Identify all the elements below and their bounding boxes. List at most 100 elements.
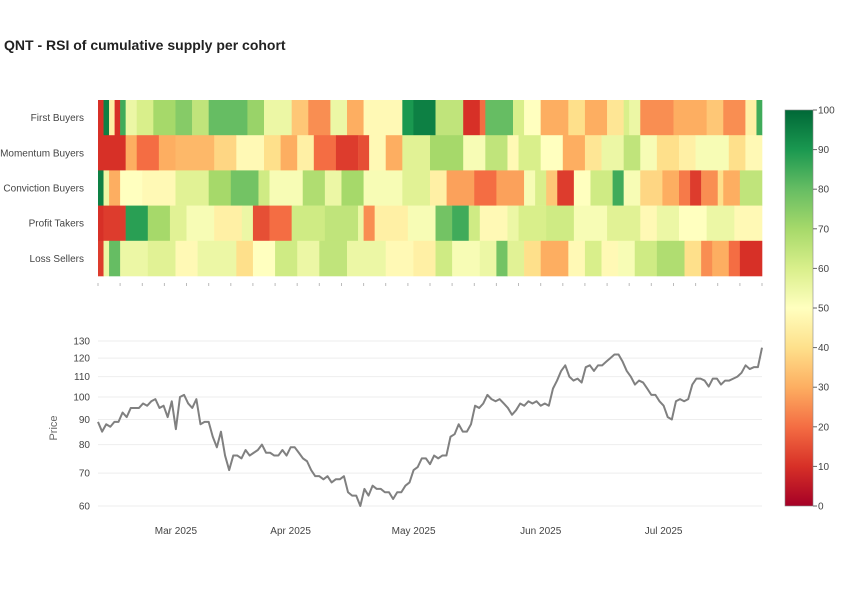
heatmap-cell — [252, 240, 276, 277]
colorbar-tick-label: 80 — [818, 185, 830, 196]
heatmap-cell — [607, 205, 641, 242]
heatmap-cell — [546, 170, 558, 206]
heatmap-cell — [402, 170, 431, 206]
heatmap-cell — [739, 170, 763, 206]
heatmap-cell — [264, 100, 292, 136]
heatmap-cell — [452, 205, 470, 242]
heatmap-cells — [98, 100, 763, 277]
heatmap-cell — [230, 170, 259, 206]
heatmap-cell — [153, 100, 176, 136]
heatmap-cell — [496, 240, 508, 277]
heatmap-cell — [125, 100, 138, 136]
heatmap-cell — [435, 240, 453, 277]
heatmap-cell — [524, 100, 541, 136]
heatmap-cell — [717, 170, 724, 206]
heatmap-cell — [485, 100, 514, 136]
heatmap-cell — [474, 170, 497, 206]
colorbar-tick-label: 50 — [818, 304, 830, 315]
heatmap-cell — [103, 240, 110, 277]
colorbar-tick-label: 70 — [818, 224, 830, 235]
heatmap-cell — [446, 170, 475, 206]
heatmap-cell — [358, 135, 370, 171]
heatmap-cell — [656, 205, 680, 242]
price-y-tick-label: 100 — [73, 393, 90, 404]
price-y-tick-label: 60 — [79, 502, 91, 513]
price-line — [97, 347, 763, 507]
heatmap-cell — [275, 240, 298, 277]
heatmap-cell — [280, 135, 298, 171]
heatmap-cell — [430, 135, 464, 171]
heatmap-cell — [402, 100, 414, 136]
price-y-tick-label: 80 — [79, 440, 91, 451]
heatmap-cell — [269, 205, 292, 242]
heatmap-cell — [673, 100, 707, 136]
heatmap-cell — [728, 240, 741, 277]
heatmap-cell — [147, 240, 176, 277]
price-x-tick-label: Mar 2025 — [155, 526, 198, 537]
heatmap-cell — [728, 135, 746, 171]
heatmap-cell — [479, 205, 508, 242]
price-x-tick-label: May 2025 — [392, 526, 436, 537]
heatmap-cell — [302, 170, 326, 206]
price-x-tick-labels: Mar 2025 Apr 2025 May 2025 Jun 2025 Jul 2025 — [155, 526, 683, 537]
heatmap-cell — [369, 135, 387, 171]
heatmap-cell — [208, 100, 248, 136]
price-x-tick-label: Jun 2025 — [520, 526, 562, 537]
heatmap-cell — [607, 100, 624, 136]
heatmap-cell — [479, 100, 486, 136]
heatmap-cell — [136, 100, 154, 136]
price-y-tick-label: 120 — [73, 354, 90, 365]
heatmap-cell — [623, 135, 641, 171]
heatmap-cell — [103, 170, 110, 206]
heatmap-cell — [430, 170, 447, 206]
heatmap-cell — [756, 100, 763, 136]
heatmap-cell — [125, 205, 149, 242]
heatmap-cell — [402, 135, 431, 171]
heatmap-cell — [524, 170, 536, 206]
heatmap-cell — [701, 170, 719, 206]
colorbar-ticks: 0 10 20 30 40 50 60 70 80 90 100 — [813, 106, 835, 513]
heatmap-cell — [640, 135, 658, 171]
heatmap-cell — [463, 100, 481, 136]
heatmap-cell — [573, 205, 608, 242]
heatmap-cell — [103, 100, 110, 136]
colorbar-tick-label: 60 — [818, 264, 830, 275]
heatmap-cell — [590, 170, 613, 206]
colorbar-tick-label: 20 — [818, 422, 830, 433]
heatmap-cell — [98, 205, 104, 242]
heatmap-cell — [98, 170, 104, 206]
heatmap-cell — [656, 240, 685, 277]
heatmap-cell — [109, 240, 121, 277]
colorbar — [784, 109, 814, 507]
heatmap-cell — [584, 135, 602, 171]
heatmap-cell — [739, 240, 763, 277]
heatmap-cell — [568, 100, 586, 136]
heatmap-cell — [640, 100, 674, 136]
heatmap-cell — [109, 100, 115, 136]
heatmap-cell — [435, 100, 464, 136]
heatmap-cell — [540, 135, 564, 171]
heatmap-row-labels: First Buyers Momentum Buyers Conviction Bu… — [0, 113, 84, 265]
heatmap-cell — [584, 240, 602, 277]
heatmap-cell — [264, 135, 281, 171]
heatmap-cell — [485, 135, 508, 171]
heatmap-cell — [695, 135, 730, 171]
heatmap-cell — [679, 170, 691, 206]
heatmap-cell — [435, 205, 453, 242]
price-y-tick-label: 90 — [79, 415, 91, 426]
heatmap-cell — [98, 100, 104, 136]
heatmap-cell — [413, 100, 436, 136]
heatmap-row-label: Conviction Buyers — [3, 184, 84, 195]
heatmap-cell — [701, 240, 713, 277]
colorbar-tick-label: 90 — [818, 145, 830, 156]
price-y-tick-labels: 60 70 80 90 100 110 120 130 — [73, 337, 90, 513]
colorbar-tick-label: 10 — [818, 462, 830, 473]
heatmap-cell — [568, 240, 586, 277]
heatmap-cell — [629, 100, 641, 136]
heatmap-cell — [712, 240, 730, 277]
heatmap-cell — [684, 240, 702, 277]
heatmap-cell — [324, 170, 342, 206]
heatmap-cell — [175, 135, 215, 171]
heatmap-cell — [452, 240, 481, 277]
heatmap-cell — [192, 100, 209, 136]
